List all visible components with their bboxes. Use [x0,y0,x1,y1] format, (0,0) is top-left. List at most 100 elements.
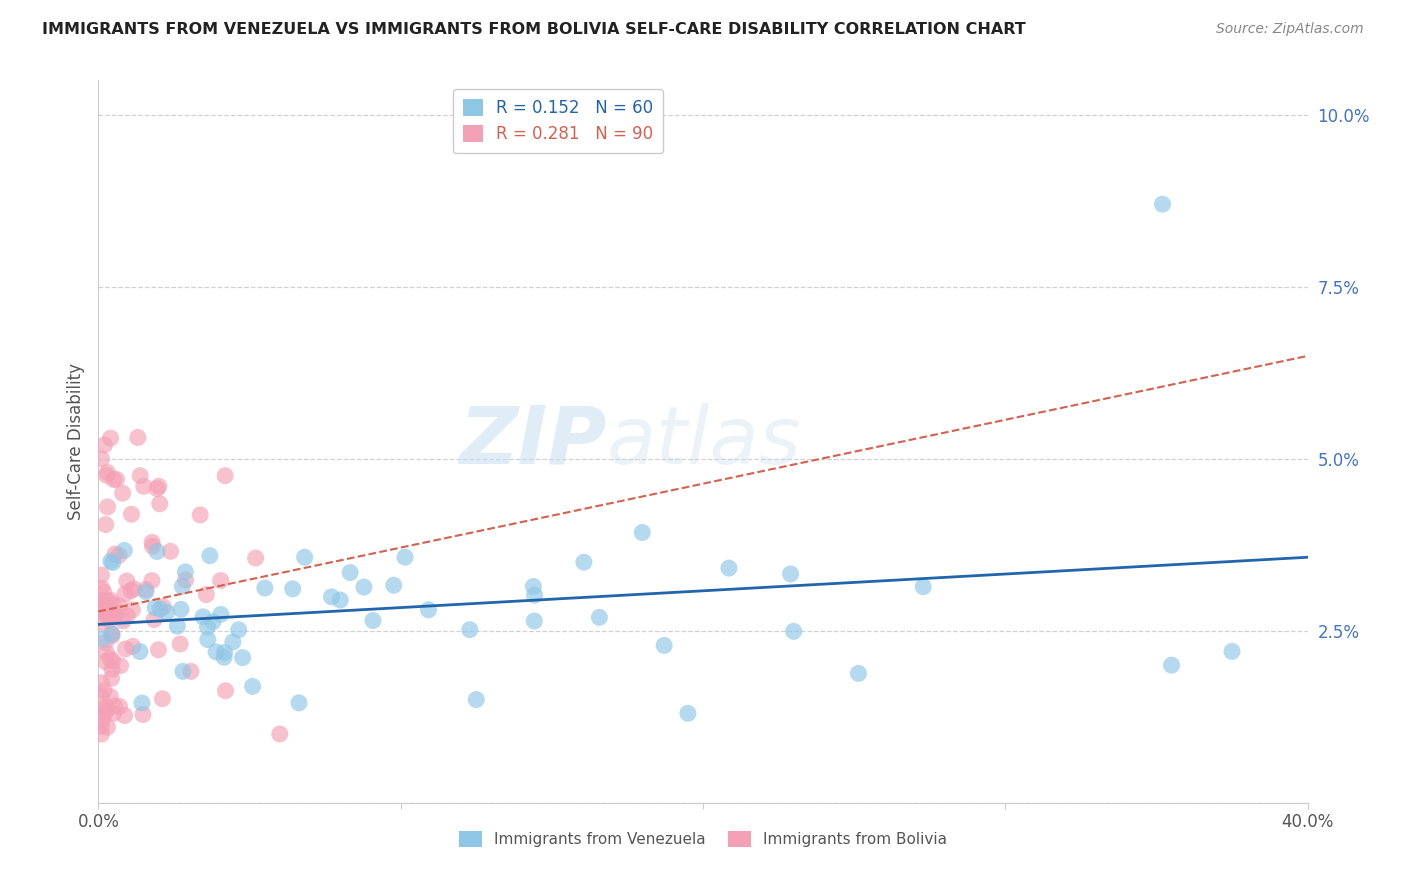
Point [205,645,228,659]
Point [288,696,311,710]
Point [100,672,122,686]
Point [169,637,191,651]
Point [96,466,118,480]
Point [103,472,125,486]
Point [188,508,211,522]
Point [93,683,115,698]
Point [90,451,112,466]
Point [90,598,112,612]
Point [115,574,138,588]
Point [191,610,214,624]
Point [96,704,118,718]
Point [90,606,112,620]
Point [112,543,135,558]
Point [121,603,143,617]
Point [105,472,128,486]
Point [98,613,121,627]
Legend: Immigrants from Venezuela, Immigrants from Bolivia: Immigrants from Venezuela, Immigrants fr… [453,825,953,853]
Point [108,599,131,613]
Point [101,598,124,612]
Point [242,679,264,693]
Point [652,639,675,653]
Point [676,706,699,721]
Point [108,549,131,563]
Point [197,632,219,647]
Point [135,584,157,599]
Point [96,468,118,483]
Point [172,665,194,679]
Point [149,497,172,511]
Point [523,614,546,628]
Point [101,556,124,570]
Point [132,479,155,493]
Point [321,590,343,604]
Point [394,550,416,565]
Point [100,431,122,445]
Point [353,580,375,594]
Point [91,603,114,617]
Point [90,719,112,733]
Point [195,588,218,602]
Point [103,706,125,721]
Point [912,580,935,594]
Point [141,574,163,588]
Point [156,605,179,619]
Point [96,646,118,660]
Point [110,658,132,673]
Point [143,613,166,627]
Point [91,712,114,726]
Point [129,468,152,483]
Point [779,566,801,581]
Point [146,544,169,558]
Text: ZIP: ZIP [458,402,606,481]
Point [101,627,124,641]
Point [214,468,236,483]
Point [522,580,544,594]
Text: Source: ZipAtlas.com: Source: ZipAtlas.com [1216,22,1364,37]
Point [96,594,118,608]
Point [141,539,163,553]
Point [143,600,166,615]
Point [111,486,134,500]
Point [91,593,114,607]
Point [201,615,224,629]
Point [209,607,232,622]
Point [174,573,197,587]
Point [253,581,276,595]
Point [848,666,870,681]
Point [94,655,117,669]
Text: atlas: atlas [606,402,801,481]
Point [90,675,112,690]
Point [129,644,152,658]
Point [100,627,122,641]
Point [152,599,174,614]
Point [127,430,149,444]
Point [382,578,405,592]
Point [114,587,136,601]
Point [131,696,153,710]
Point [212,650,235,665]
Point [281,582,304,596]
Point [294,550,316,565]
Point [159,544,181,558]
Point [90,615,112,630]
Point [269,727,291,741]
Point [523,588,546,602]
Point [418,603,440,617]
Point [232,650,254,665]
Point [588,610,610,624]
Point [339,566,361,580]
Point [1152,197,1174,211]
Point [94,517,117,532]
Point [222,635,245,649]
Point [90,604,112,618]
Point [149,602,172,616]
Point [100,554,122,568]
Point [101,629,124,643]
Point [172,579,194,593]
Point [101,662,124,676]
Point [114,642,136,657]
Point [115,608,138,623]
Text: IMMIGRANTS FROM VENEZUELA VS IMMIGRANTS FROM BOLIVIA SELF-CARE DISABILITY CORREL: IMMIGRANTS FROM VENEZUELA VS IMMIGRANTS … [42,22,1026,37]
Point [100,609,122,624]
